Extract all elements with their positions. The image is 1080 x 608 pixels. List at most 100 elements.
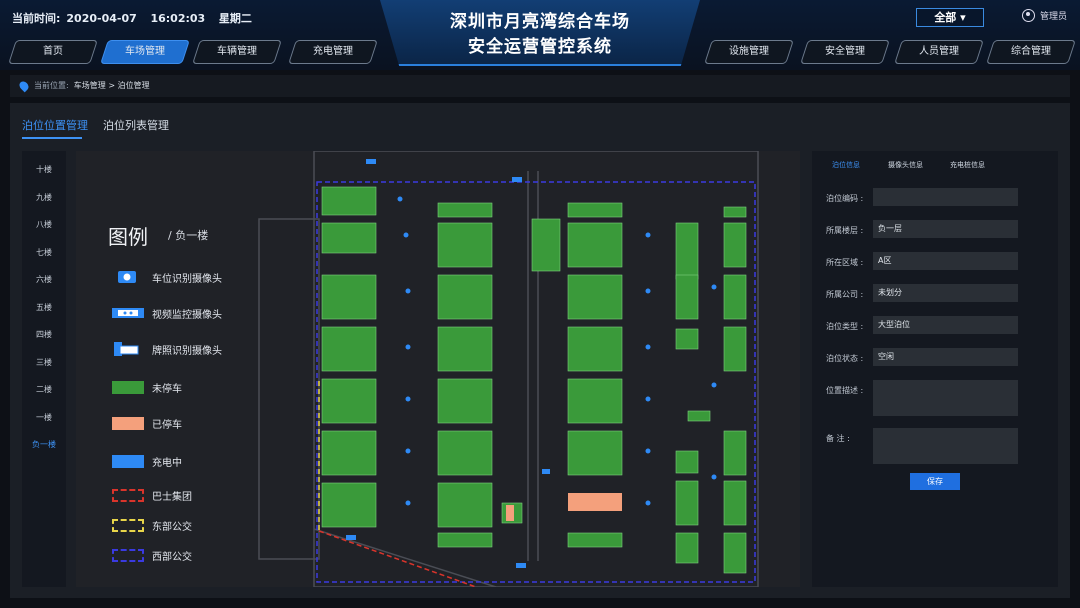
tab-berth-list[interactable]: 泊位列表管理: [103, 119, 169, 132]
parking-space: [437, 326, 493, 372]
camera-icon: [397, 196, 403, 202]
nav-tab-home[interactable]: 首页: [8, 40, 98, 64]
camera-icon: [645, 344, 651, 350]
nav-tab-parking[interactable]: 车场管理: [100, 40, 190, 64]
cctv-camera-icon: [542, 469, 550, 474]
floor-item[interactable]: 五楼: [36, 303, 52, 312]
parking-space: [321, 186, 377, 216]
parking-space: [567, 378, 623, 424]
field-label: 所属楼层 :: [826, 226, 864, 235]
nav-tab-facility[interactable]: 设施管理: [704, 40, 794, 64]
area-field[interactable]: A区: [873, 252, 1018, 270]
cctv-camera-icon: [512, 177, 522, 182]
location-desc-textarea[interactable]: [873, 380, 1018, 416]
parking-space: [675, 222, 699, 280]
camera-icon: [405, 396, 411, 402]
parking-space: [675, 480, 699, 526]
company-field[interactable]: 未划分: [873, 284, 1018, 302]
field-label: 备 注 :: [826, 434, 850, 443]
parking-space: [687, 410, 711, 422]
floor-item-active[interactable]: 负一楼: [32, 440, 56, 449]
scope-select[interactable]: 全部 ▾: [916, 8, 984, 27]
floor-item[interactable]: 八楼: [36, 220, 52, 229]
bottom-strip: [0, 598, 1080, 608]
nav-tab-vehicle[interactable]: 车辆管理: [192, 40, 282, 64]
cctv-camera-icon: [366, 159, 376, 164]
legend-east-bus: 东部公交: [112, 517, 192, 533]
berth-code-field[interactable]: [873, 188, 1018, 206]
floor-item[interactable]: 一楼: [36, 413, 52, 422]
remarks-textarea[interactable]: [873, 428, 1018, 464]
camera-icon: [405, 500, 411, 506]
parking-space: [437, 202, 493, 218]
cctv-camera-icon: [346, 535, 356, 540]
parking-space: [321, 222, 377, 254]
parking-space: [723, 206, 747, 218]
parking-map: 图例 / 负一楼 车位识别摄像头 视频监控摄像头 牌照识别摄像头 未停车 已停车…: [76, 151, 800, 587]
camera-icon: [711, 284, 717, 290]
floor-item[interactable]: 九楼: [36, 193, 52, 202]
tab-charger-info[interactable]: 充电桩信息: [950, 161, 985, 169]
app-subtitle: 安全运营管控系统: [468, 37, 612, 57]
parking-space: [321, 274, 377, 320]
legend-parking-camera: 车位识别摄像头: [112, 269, 222, 285]
field-label: 泊位类型 :: [826, 322, 864, 331]
floor-item[interactable]: 三楼: [36, 358, 52, 367]
floor-field[interactable]: 负一层: [873, 220, 1018, 238]
cctv-camera-icon: [112, 308, 144, 318]
parking-space: [675, 328, 699, 350]
nav-tab-personnel[interactable]: 人员管理: [894, 40, 984, 64]
floor-item[interactable]: 二楼: [36, 385, 52, 394]
parking-space: [437, 482, 493, 528]
parking-space: [567, 202, 623, 218]
parking-space: [567, 532, 623, 548]
berth-info-panel: 泊位信息 摄像头信息 充电桩信息 泊位编码 : 所属楼层 : 负一层 所在区域 …: [812, 151, 1058, 587]
legend-floor: / 负一楼: [168, 229, 209, 242]
berth-status-field[interactable]: 空闲: [873, 348, 1018, 366]
berth-type-field[interactable]: 大型泊位: [873, 316, 1018, 334]
legend-charging: 充电中: [112, 453, 182, 469]
floor-plan: [258, 151, 759, 587]
parking-space: [723, 430, 747, 476]
camera-icon: [405, 344, 411, 350]
parking-space: [437, 274, 493, 320]
title-panel: 深圳市月亮湾综合车场 安全运营管控系统: [380, 0, 700, 66]
camera-icon: [645, 448, 651, 454]
parking-space: [723, 274, 747, 320]
parking-space: [567, 430, 623, 476]
parking-space: [723, 532, 747, 574]
parking-space: [723, 222, 747, 268]
location-pin-icon: [17, 79, 31, 93]
breadcrumb: 当前位置: 车场管理 > 泊位管理: [10, 75, 1070, 97]
legend-title: 图例: [108, 225, 148, 249]
camera-icon: [645, 232, 651, 238]
parking-space-occupied: [506, 505, 514, 521]
parking-space: [675, 532, 699, 564]
legend-cctv-camera: 视频监控摄像头: [112, 305, 222, 321]
nav-tab-safety[interactable]: 安全管理: [800, 40, 890, 64]
save-button[interactable]: 保存: [910, 473, 960, 490]
floor-item[interactable]: 六楼: [36, 275, 52, 284]
field-label: 所在区域 :: [826, 258, 864, 267]
parking-space: [321, 378, 377, 424]
cctv-camera-icon: [516, 563, 526, 568]
camera-icon: [645, 288, 651, 294]
tab-berth-position[interactable]: 泊位位置管理: [22, 119, 88, 132]
tab-camera-info[interactable]: 摄像头信息: [888, 161, 923, 169]
camera-icon: [403, 232, 409, 238]
parking-space: [437, 378, 493, 424]
field-label: 泊位状态 :: [826, 354, 864, 363]
parking-space: [567, 326, 623, 372]
nav-tab-general[interactable]: 综合管理: [986, 40, 1076, 64]
nav-tab-charging[interactable]: 充电管理: [288, 40, 378, 64]
active-tab-underline: [22, 137, 82, 139]
tab-berth-info[interactable]: 泊位信息: [832, 161, 860, 169]
user-menu[interactable]: 管理员: [1022, 9, 1067, 22]
parking-space: [321, 430, 377, 476]
parking-space: [437, 532, 493, 548]
parking-space: [723, 480, 747, 526]
floor-item[interactable]: 四楼: [36, 330, 52, 339]
floor-item[interactable]: 十楼: [36, 165, 52, 174]
camera-icon: [711, 382, 717, 388]
floor-item[interactable]: 七楼: [36, 248, 52, 257]
